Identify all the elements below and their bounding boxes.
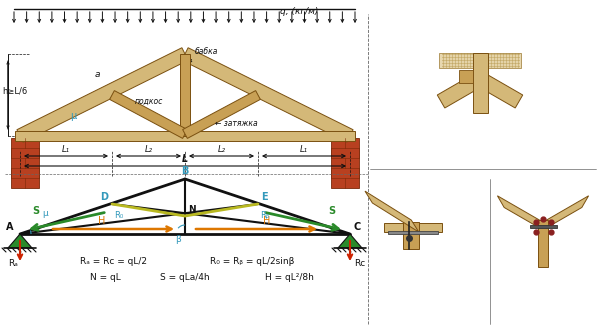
Text: L₁: L₁	[62, 145, 70, 154]
Text: Rₐ: Rₐ	[8, 259, 18, 268]
Polygon shape	[17, 48, 188, 142]
Polygon shape	[439, 53, 521, 68]
Text: бабка: бабка	[195, 47, 218, 56]
Text: подкос: подкос	[135, 97, 163, 106]
Text: L₂: L₂	[145, 145, 152, 154]
Text: N = qL: N = qL	[90, 273, 121, 282]
Text: L: L	[182, 154, 188, 164]
Bar	[473, 53, 487, 113]
Text: β: β	[175, 235, 181, 244]
Text: D: D	[100, 192, 108, 202]
Bar	[11, 138, 39, 188]
Text: q, (кг/м): q, (кг/м)	[280, 7, 319, 16]
Bar	[403, 222, 419, 249]
Text: C: C	[354, 222, 361, 232]
Text: A: A	[6, 222, 14, 232]
Bar	[459, 70, 473, 83]
Polygon shape	[437, 72, 484, 108]
Polygon shape	[182, 91, 260, 138]
Text: μ: μ	[70, 111, 76, 121]
Text: μ: μ	[42, 209, 48, 218]
Text: L₂: L₂	[218, 145, 226, 154]
Text: a: a	[95, 70, 101, 79]
Polygon shape	[15, 131, 355, 141]
Bar	[331, 138, 359, 188]
Text: Rc: Rc	[354, 259, 365, 268]
Text: H: H	[263, 216, 271, 226]
Text: Rᵦ: Rᵦ	[260, 211, 269, 220]
Text: Rₐ = Rc = qL/2: Rₐ = Rc = qL/2	[80, 257, 147, 266]
Polygon shape	[365, 191, 419, 232]
Text: S: S	[32, 206, 39, 216]
Polygon shape	[110, 91, 187, 138]
Bar	[538, 220, 548, 267]
Polygon shape	[476, 72, 523, 108]
Text: ← затяжка: ← затяжка	[215, 119, 257, 128]
Polygon shape	[8, 234, 32, 248]
Text: N: N	[188, 205, 196, 214]
Text: B: B	[181, 166, 188, 176]
Polygon shape	[338, 234, 362, 248]
Text: H = qL²/8h: H = qL²/8h	[265, 273, 314, 282]
Polygon shape	[180, 54, 190, 136]
Polygon shape	[539, 196, 589, 232]
Text: H: H	[98, 216, 106, 226]
Text: S = qLa/4h: S = qLa/4h	[160, 273, 209, 282]
Polygon shape	[182, 48, 353, 142]
Text: S: S	[328, 206, 335, 216]
Text: L₁: L₁	[300, 145, 308, 154]
Text: h≥L/6: h≥L/6	[2, 87, 27, 96]
Polygon shape	[497, 196, 547, 232]
Text: R₀: R₀	[114, 211, 123, 220]
Bar	[384, 223, 442, 232]
Bar	[530, 224, 557, 227]
Text: E: E	[261, 192, 268, 202]
Text: R₀ = Rᵦ = qL/2sinβ: R₀ = Rᵦ = qL/2sinβ	[210, 257, 295, 266]
Bar	[388, 231, 439, 234]
